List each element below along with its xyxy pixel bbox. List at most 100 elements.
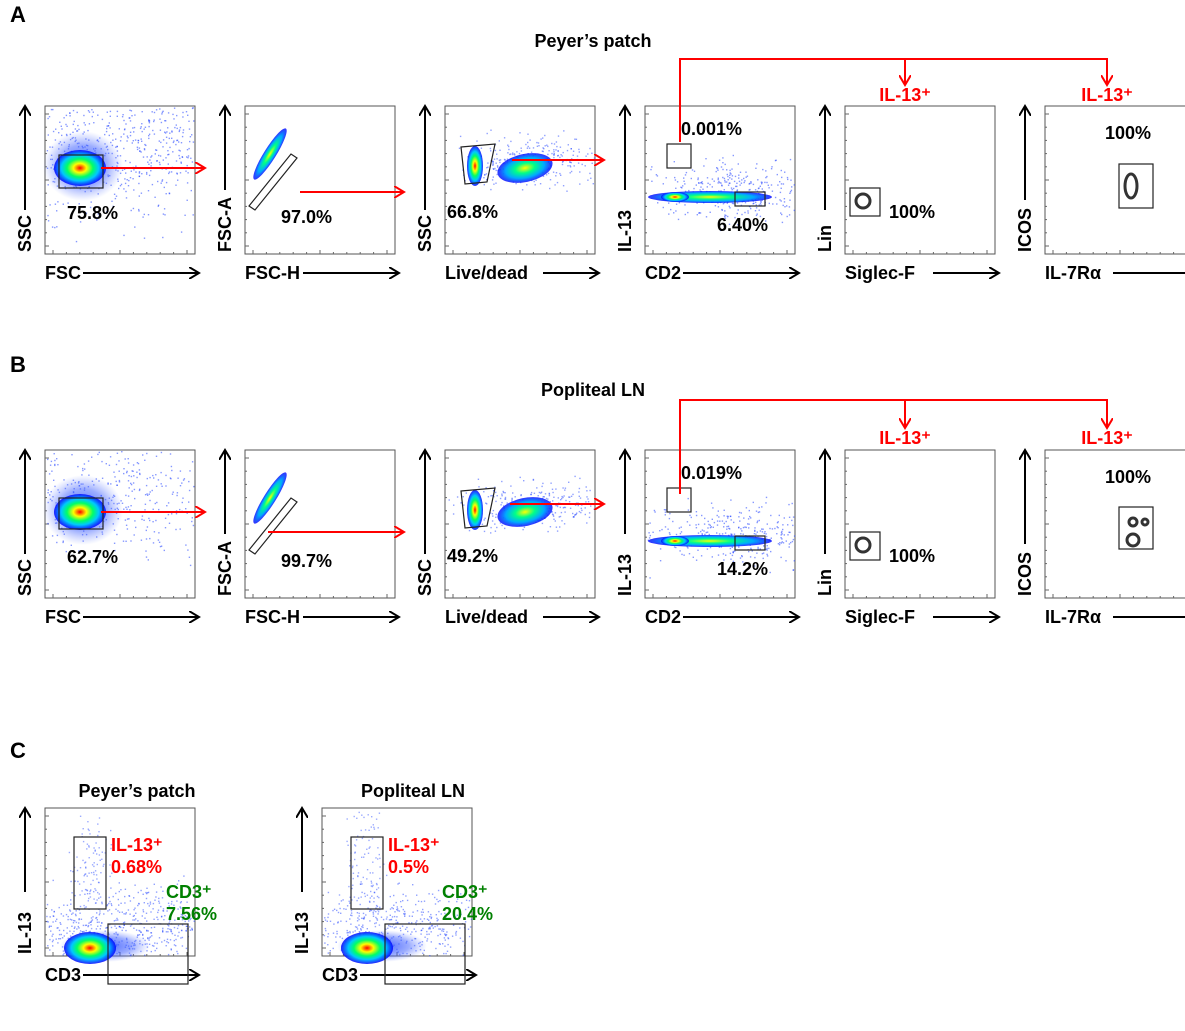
panel-letter-B: B xyxy=(10,352,26,377)
panel-A-plot-3-density-1 xyxy=(467,146,483,186)
panel-B-gate-target-1: IL-13⁺ xyxy=(879,428,931,448)
panel-B-plot-6-contour-3 xyxy=(1125,532,1141,548)
panel-C-plot-2: IL-13 CD3 xyxy=(292,808,476,985)
panel-B-gating-arrows xyxy=(101,399,1107,532)
panel-B-plot-2: FSC-A FSC-H 99.7% xyxy=(215,450,399,627)
panel-C-plot-2-xlabel: CD3 xyxy=(322,965,358,985)
panel-B-plot-2-gate xyxy=(248,497,298,555)
panel-C-popliteal-cd3-percent: 20.4% xyxy=(442,904,493,924)
panel-C-popliteal-cd3-label: CD3⁺ xyxy=(442,882,488,902)
panel-B-plot-2-percent: 99.7% xyxy=(281,551,332,571)
panel-A-plot-1-xlabel: FSC xyxy=(45,263,81,283)
panel-B-plot-1-xlabel: FSC xyxy=(45,607,81,627)
panel-letter-C: C xyxy=(10,738,26,763)
panel-C-plot-2-events xyxy=(323,811,473,964)
panel-A-plot-1-events xyxy=(43,107,195,243)
panel-C-peyers-il13-label: IL-13⁺ xyxy=(111,835,163,855)
panel-C-plot-1-gate-cd3 xyxy=(107,923,189,985)
panel-C-title-popliteal: Popliteal LN xyxy=(361,781,465,801)
panel-A-plot-6-frame xyxy=(1044,105,1185,255)
panel-C-plot-1-gate-il13 xyxy=(73,836,107,910)
panel-A-plot-4-density-hot xyxy=(661,192,689,202)
panel-B-plot-2-frame xyxy=(244,449,396,599)
panel-B-plot-1-ylabel: SSC xyxy=(15,559,35,596)
panel-B-plot-4: IL-13 CD2 0.019% 14.2% xyxy=(615,450,799,627)
panel-A-plot-1: SSC FSC 75.8% xyxy=(15,106,199,283)
panel-B-plot-3-gate xyxy=(460,487,496,529)
panel-B-plot-2-xlabel: FSC-H xyxy=(245,607,300,627)
gate-arrow-A-4 xyxy=(679,58,1107,142)
panel-B-plot-6-frame xyxy=(1044,449,1185,599)
panel-B-plot-3-ylabel: SSC xyxy=(415,559,435,596)
panel-A-plot-1-gate xyxy=(58,154,104,189)
panel-A-plot-1-density xyxy=(54,150,106,186)
panel-B-plot-5-frame xyxy=(844,449,996,599)
panel-B-title: Popliteal LN xyxy=(541,380,645,400)
panel-C-peyers-il13-percent: 0.68% xyxy=(111,857,162,877)
panel-B-plot-4-gate-bottom xyxy=(734,535,766,551)
panel-A-plot-4-gate-top xyxy=(666,143,692,169)
gate-arrow-B-4 xyxy=(679,399,1107,494)
panel-A-plot-1-percent: 75.8% xyxy=(67,203,118,223)
panel-A-plot-5-xlabel: Siglec-F xyxy=(845,263,915,283)
panel-A-plot-6-contour xyxy=(1123,172,1139,200)
panel-B-plot-6: ICOS IL-7Rα 100% xyxy=(1015,450,1185,627)
panel-C-title-peyers: Peyer’s patch xyxy=(78,781,195,801)
panel-B-plots: SSC FSC 62.7% FSC-A FSC-H 99.7% SSC Live/dead 49… xyxy=(15,450,1185,627)
panel-B-plot-6-gate xyxy=(1118,506,1154,550)
panel-C-plot-1-xlabel: CD3 xyxy=(45,965,81,985)
panel-A-plot-4-percent-top: 0.001% xyxy=(681,119,742,139)
panel-A-plot-4-frame xyxy=(644,105,796,255)
panel-B-plot-4-percent-top: 0.019% xyxy=(681,463,742,483)
panel-B-plot-2-events xyxy=(253,472,287,524)
panel-B-plot-2-ylabel: FSC-A xyxy=(215,541,235,596)
panel-B-plot-5-percent: 100% xyxy=(889,546,935,566)
panel-B-plot-4-xlabel: CD2 xyxy=(645,607,681,627)
panel-A-plot-5: Lin Siglec-F 100% xyxy=(815,106,999,283)
panel-B-plot-3-percent: 49.2% xyxy=(447,546,498,566)
panel-A-plot-1-ylabel: SSC xyxy=(15,215,35,252)
panel-B-plot-1-percent: 62.7% xyxy=(67,547,118,567)
panel-C-plot-1: IL-13 CD3 xyxy=(15,808,199,985)
panel-A-plot-2-events xyxy=(253,128,287,180)
panel-B-plot-5-ylabel: Lin xyxy=(815,569,835,596)
panel-B-gate-target-2: IL-13⁺ xyxy=(1081,428,1133,448)
panel-A-plot-3: SSC Live/dead 66.8% xyxy=(415,106,599,283)
panel-B-plot-1: SSC FSC 62.7% xyxy=(15,450,199,627)
panel-A-plot-4-ylabel: IL-13 xyxy=(615,210,635,252)
panel-B-plot-4-percent-bottom: 14.2% xyxy=(717,559,768,579)
panel-B-plot-4-ylabel: IL-13 xyxy=(615,554,635,596)
panel-A-plot-4-xlabel: CD2 xyxy=(645,263,681,283)
panel-C-plots: IL-13 CD3 IL-13 CD3 xyxy=(15,808,476,985)
panel-B-plot-3-density-1 xyxy=(467,490,483,530)
panel-B-plot-5-contour xyxy=(854,536,872,554)
panel-C-popliteal-il13-label: IL-13⁺ xyxy=(388,835,440,855)
panel-A-plot-6-events xyxy=(1123,172,1139,200)
panel-B-plot-6-contour-1 xyxy=(1127,516,1139,528)
panel-A-gate-target-2: IL-13⁺ xyxy=(1081,85,1133,105)
panel-A-plot-5-events xyxy=(854,192,872,210)
panel-A-plot-2-xlabel: FSC-H xyxy=(245,263,300,283)
panel-A-plot-2-density xyxy=(253,128,287,180)
panel-B-plot-6-events xyxy=(1125,516,1150,548)
panel-B-plot-3-xlabel: Live/dead xyxy=(445,607,528,627)
panel-A-plot-2-gate xyxy=(248,153,298,211)
panel-B-plot-6-ylabel: ICOS xyxy=(1015,552,1035,596)
panel-A-plot-2: FSC-A FSC-H 97.0% xyxy=(215,106,399,283)
panel-B-plot-1-gate xyxy=(58,497,104,530)
panel-B-plot-1-density xyxy=(54,494,106,530)
panel-A-plot-5-gate xyxy=(849,187,881,217)
panel-A-gate-target-1: IL-13⁺ xyxy=(879,85,931,105)
panel-C-plot-1-ylabel: IL-13 xyxy=(15,912,35,954)
panel-B-plot-5-xlabel: Siglec-F xyxy=(845,607,915,627)
panel-A-plot-2-percent: 97.0% xyxy=(281,207,332,227)
panel-B-plot-3: SSC Live/dead 49.2% xyxy=(415,450,599,627)
panel-A-title: Peyer’s patch xyxy=(534,31,651,51)
panel-A-plot-6-xlabel: IL-7Rα xyxy=(1045,263,1101,283)
panel-letter-A: A xyxy=(10,2,26,27)
panel-A-plot-6-ylabel: ICOS xyxy=(1015,208,1035,252)
panel-A-plot-6-percent: 100% xyxy=(1105,123,1151,143)
panel-C-plot-2-gate-cd3 xyxy=(384,923,466,985)
panel-B-plot-6-percent: 100% xyxy=(1105,467,1151,487)
